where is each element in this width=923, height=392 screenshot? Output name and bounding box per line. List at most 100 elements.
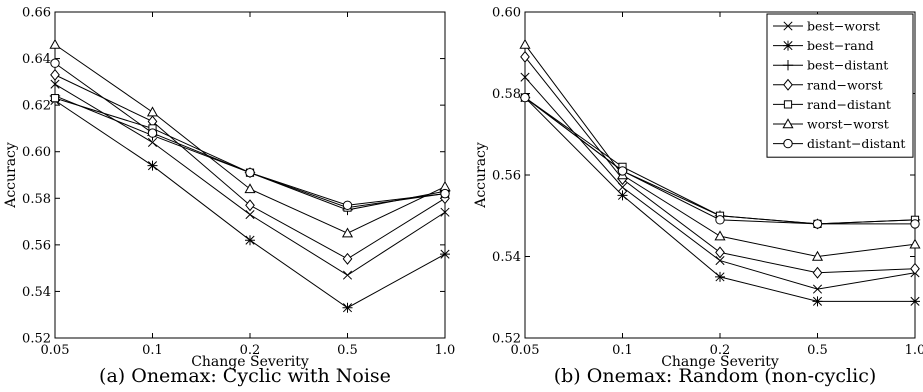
series-diamond xyxy=(50,68,450,265)
legend-marker xyxy=(783,40,793,51)
data-point xyxy=(440,188,450,199)
y-tick-label: 0.54 xyxy=(492,250,521,265)
x-tick-label: 0.05 xyxy=(511,343,540,358)
data-point xyxy=(520,92,530,103)
series-line xyxy=(54,83,446,276)
legend-label: best−worst xyxy=(807,19,880,34)
y-axis-label: Accuracy xyxy=(473,142,489,209)
legend: best−worst best−rand best−distant rand−wors… xyxy=(766,13,914,158)
legend-label: best−rand xyxy=(807,38,874,53)
data-point xyxy=(520,50,530,63)
x-axis-label: Change Severity xyxy=(191,354,309,370)
legend-entry: distant−distant xyxy=(773,136,905,151)
data-point xyxy=(909,238,921,249)
legend-entry: worst−worst xyxy=(773,117,889,132)
data-point xyxy=(146,106,159,117)
data-point xyxy=(715,246,725,259)
data-point xyxy=(812,296,823,307)
data-point xyxy=(341,227,354,238)
legend-entry: best−distant xyxy=(773,58,888,73)
x-tick-label: 0.05 xyxy=(41,343,70,358)
series-circle xyxy=(520,92,920,229)
x-tick-label: 0.2 xyxy=(710,343,731,358)
series-triangle xyxy=(519,38,921,261)
data-point xyxy=(50,58,60,68)
series-circle xyxy=(50,58,450,210)
y-tick-label: 0.60 xyxy=(22,145,51,160)
legend-label: worst−worst xyxy=(807,117,889,132)
data-point xyxy=(910,219,920,229)
x-tick-label: 1.0 xyxy=(905,343,923,358)
series-star xyxy=(50,95,450,313)
figure-caption: (a) Onemax: Cyclic with Noise xyxy=(99,365,391,387)
series-plus xyxy=(49,90,451,216)
legend-label: rand−distant xyxy=(807,97,891,112)
data-point xyxy=(147,137,158,147)
data-point xyxy=(342,302,353,313)
legend-entry: rand−distant xyxy=(773,97,891,112)
x-tick-label: 0.1 xyxy=(142,343,163,358)
y-tick-label: 0.58 xyxy=(22,192,51,207)
data-point xyxy=(50,79,60,89)
legend-entry: rand−worst xyxy=(773,77,883,92)
legend-label: rand−worst xyxy=(807,77,883,92)
series-line xyxy=(54,74,446,260)
data-point xyxy=(812,219,823,229)
data-point xyxy=(910,262,920,275)
data-point xyxy=(49,38,61,49)
series-triangle xyxy=(49,38,451,238)
data-point xyxy=(245,235,255,246)
legend-marker xyxy=(783,100,793,109)
y-tick-label: 0.58 xyxy=(492,87,521,102)
data-point xyxy=(617,182,628,192)
y-tick-label: 0.56 xyxy=(22,238,51,253)
data-point xyxy=(440,207,450,217)
legend-entry: best−worst xyxy=(773,19,880,34)
data-point xyxy=(147,160,158,171)
y-tick-label: 0.56 xyxy=(492,169,521,184)
data-point xyxy=(520,72,530,82)
data-point xyxy=(245,167,255,178)
legend-marker xyxy=(782,60,794,71)
x-axis-label: Change Severity xyxy=(661,354,779,370)
data-point xyxy=(342,200,353,210)
y-tick-label: 0.52 xyxy=(22,332,51,347)
figure-caption: (b) Onemax: Random (non-cyclic) xyxy=(554,365,877,387)
data-point xyxy=(910,296,920,307)
chart-panel-b: 0.05 0.1 0.2 0.5 1.0 0.52 0.54 0.56 0.58 0.60 Chan… xyxy=(473,6,923,388)
y-tick-label: 0.52 xyxy=(492,332,521,347)
data-point xyxy=(50,94,60,103)
y-tick-label: 0.60 xyxy=(492,6,521,21)
x-tick-label: 0.1 xyxy=(612,343,633,358)
data-point xyxy=(715,215,725,225)
x-tick-label: 1.0 xyxy=(435,343,456,358)
y-tick-label: 0.62 xyxy=(22,99,51,114)
x-tick-label: 0.5 xyxy=(337,343,358,358)
data-point xyxy=(715,271,725,282)
data-point xyxy=(811,250,824,261)
data-point xyxy=(50,68,60,81)
series-diamond xyxy=(520,50,920,279)
data-point xyxy=(617,190,628,201)
data-point xyxy=(519,38,531,49)
y-axis-label: Accuracy xyxy=(3,142,19,209)
data-point xyxy=(244,183,256,194)
data-point xyxy=(440,249,450,260)
legend-marker xyxy=(783,138,793,149)
legend-entry: best−rand xyxy=(773,38,874,53)
data-point xyxy=(714,230,726,241)
data-point xyxy=(342,252,353,265)
y-tick-label: 0.54 xyxy=(22,285,51,300)
legend-marker xyxy=(782,118,794,129)
data-point xyxy=(617,166,628,176)
legend-marker xyxy=(783,21,793,31)
y-tick-label: 0.66 xyxy=(22,6,51,21)
data-point xyxy=(245,199,255,212)
chart-panel-a: 0.05 0.1 0.2 0.5 1.0 0.52 0.54 0.56 0.58 0.60 0.62… xyxy=(3,6,455,388)
x-tick-label: 0.2 xyxy=(240,343,261,358)
y-tick-label: 0.64 xyxy=(22,52,51,67)
data-point xyxy=(812,284,823,294)
legend-label: best−distant xyxy=(807,58,888,73)
data-point xyxy=(147,128,158,138)
